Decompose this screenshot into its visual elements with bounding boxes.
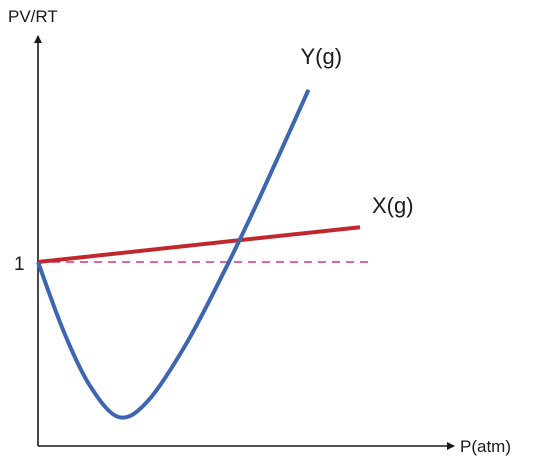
axes xyxy=(34,35,455,450)
x-axis-label: P(atm) xyxy=(460,437,511,456)
series-line-y-g xyxy=(36,88,311,420)
series-label-x-g: X(g) xyxy=(372,193,414,218)
series-layer: X(g) Y(g) xyxy=(36,44,414,420)
series-label-y-g: Y(g) xyxy=(300,44,342,69)
y-axis-label: PV/RT xyxy=(8,7,58,26)
y-tick-label-1: 1 xyxy=(14,254,25,275)
series-line-x-g xyxy=(37,225,361,264)
